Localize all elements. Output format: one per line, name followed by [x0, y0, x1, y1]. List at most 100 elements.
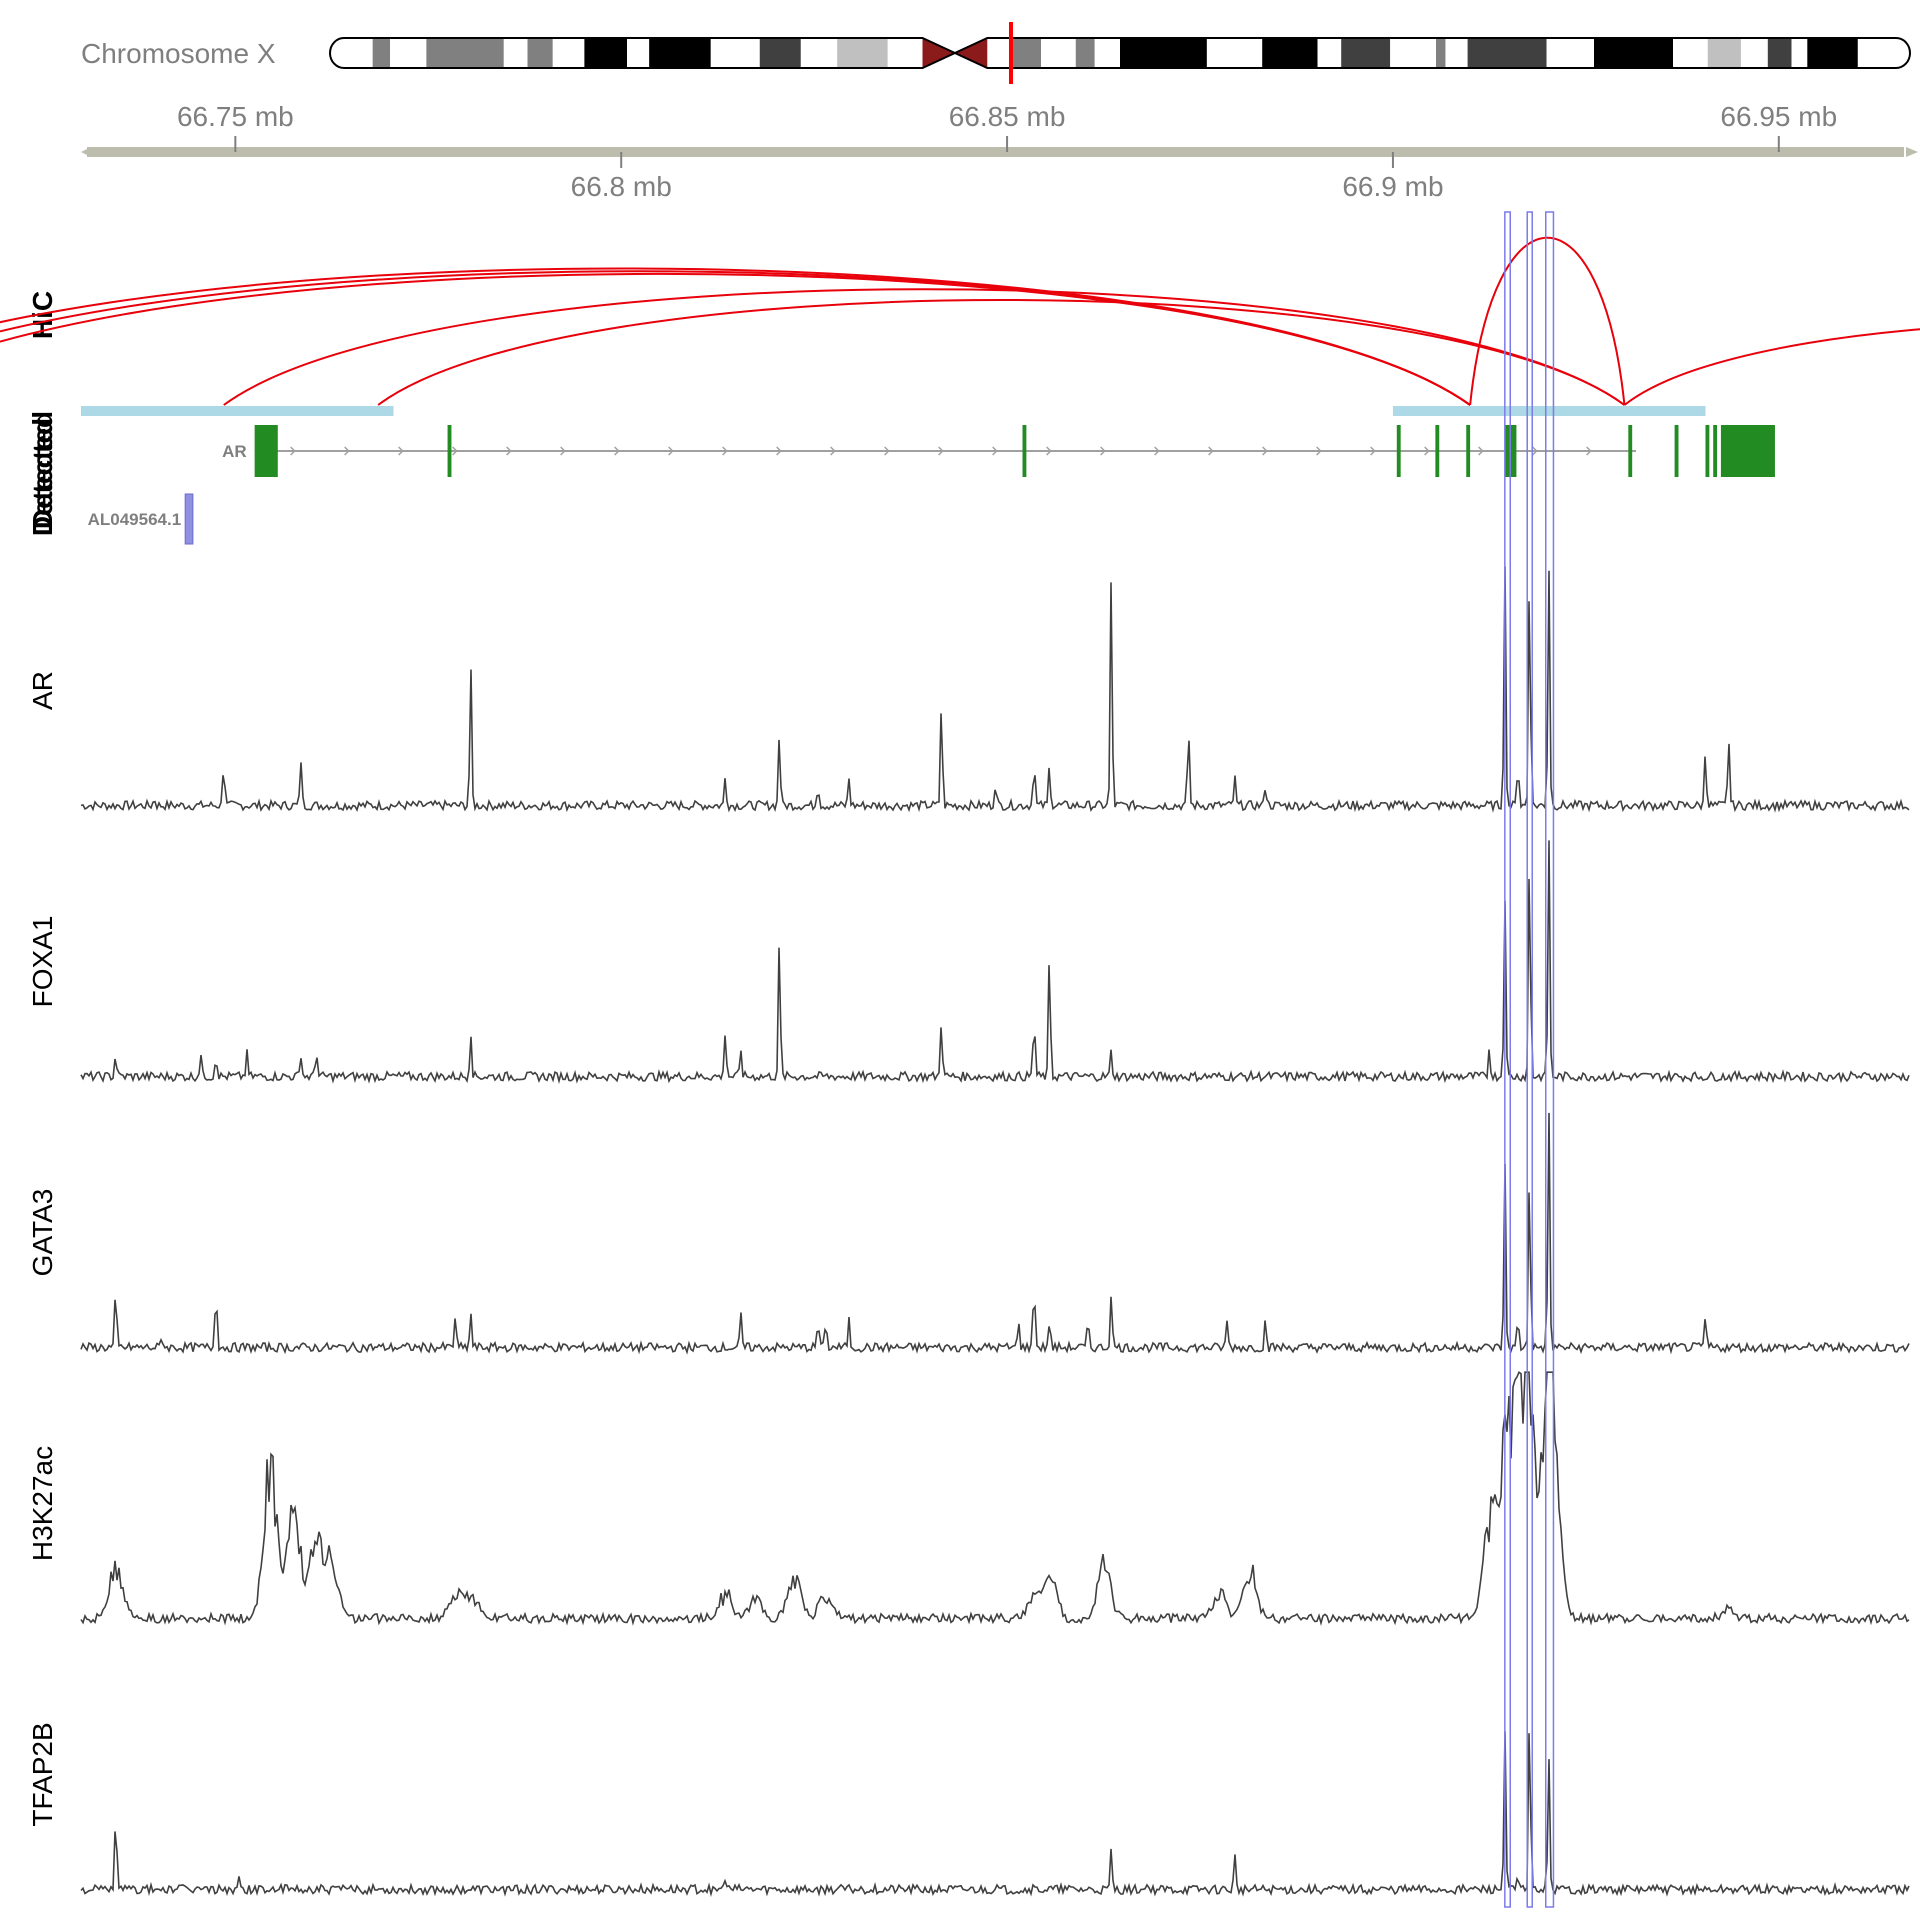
signal-line — [80, 566, 1910, 813]
hic-loop-arc — [1623, 328, 1920, 406]
ideogram-band — [1546, 38, 1594, 68]
gene-exon — [1705, 425, 1710, 477]
axis-tick-label: 66.85 mb — [949, 101, 1066, 132]
signal-track-label: FOXA1 — [27, 916, 58, 1008]
ideogram-band — [1673, 38, 1708, 68]
ideogram-band — [552, 38, 585, 68]
hic-loop-arc — [223, 288, 1626, 406]
ideogram-band — [837, 38, 888, 68]
ideogram-band — [503, 38, 528, 68]
hic-loop-arc — [0, 267, 1471, 406]
track-label-detected-b: Detected — [27, 418, 58, 536]
strand-arrow — [1478, 446, 1484, 456]
ideogram-band — [1010, 38, 1041, 68]
ideogram-position-marker — [1008, 22, 1013, 84]
chromosome-ideogram: Chromosome X — [81, 22, 1911, 84]
gene-exon — [1435, 425, 1440, 477]
gene-exon — [1466, 425, 1471, 477]
ideogram-band — [1807, 38, 1858, 68]
ideogram-band — [1707, 38, 1741, 68]
ideogram-band — [1317, 38, 1342, 68]
axis-bar — [87, 147, 1904, 157]
strand-arrow — [884, 446, 890, 456]
ideogram-band — [1120, 38, 1207, 68]
axis-arrow-left — [81, 147, 91, 157]
strand-arrow — [722, 446, 728, 456]
gene-track: AR AL049564.1 — [88, 425, 1775, 545]
hic-track — [0, 236, 1920, 406]
ideogram-band — [372, 38, 391, 68]
strand-arrow — [1316, 446, 1322, 456]
gene-exon — [447, 425, 452, 477]
gene-label-ar: AR — [222, 442, 247, 461]
strand-arrow — [938, 446, 944, 456]
ideogram-band — [1041, 38, 1076, 68]
ideogram-band — [1390, 38, 1436, 68]
axis-tick-label: 66.9 mb — [1342, 171, 1443, 202]
signal-line — [80, 1112, 1910, 1355]
detected-track — [81, 406, 1706, 416]
signal-track-label: AR — [27, 671, 58, 710]
ideogram-band — [1857, 38, 1910, 68]
ideogram-band — [649, 38, 711, 68]
strand-arrow — [290, 446, 296, 456]
strand-arrow — [560, 446, 566, 456]
ideogram-band — [1767, 38, 1792, 68]
gene-exon — [254, 425, 278, 477]
ideogram-band — [1445, 38, 1468, 68]
strand-arrow — [452, 446, 458, 456]
detected-region — [1392, 406, 1706, 416]
ideogram-band — [330, 38, 373, 68]
hic-loop-arc — [1469, 236, 1626, 406]
strand-arrow — [1046, 446, 1052, 456]
ideogram-band — [1594, 38, 1673, 68]
ideogram-bands — [329, 22, 1911, 84]
highlight-region-box — [1526, 211, 1533, 1908]
ideogram-band — [887, 38, 923, 68]
ideogram-band — [759, 38, 801, 68]
highlight-boxes — [1504, 211, 1555, 1908]
ideogram-band — [1341, 38, 1391, 68]
ideogram-band — [1094, 38, 1120, 68]
signal-track-label: H3K27ac — [27, 1446, 58, 1561]
ideogram-band — [527, 38, 553, 68]
signal-line — [80, 1370, 1910, 1626]
ideogram-label: Chromosome X — [81, 38, 276, 69]
ideogram-band — [1075, 38, 1095, 68]
gene-exon — [1720, 425, 1775, 477]
centromere-left — [922, 38, 955, 68]
strand-arrow — [776, 446, 782, 456]
ideogram-outline-q — [952, 37, 1911, 69]
genome-axis: 66.75 mb 66.8 mb 66.85 mb 66.9 mb 66.95 mb — [81, 101, 1918, 202]
ideogram-band — [627, 38, 650, 68]
strand-arrow — [1100, 446, 1106, 456]
ideogram-band — [800, 38, 838, 68]
axis-tick-label: 66.8 mb — [571, 171, 672, 202]
strand-arrow — [506, 446, 512, 456]
strand-arrow — [992, 446, 998, 456]
signal-line — [80, 840, 1910, 1085]
ideogram-band — [1436, 38, 1446, 68]
ideogram-band — [1262, 38, 1318, 68]
strand-arrow — [1154, 446, 1160, 456]
ideogram-band — [1791, 38, 1808, 68]
strand-arrow — [1586, 446, 1592, 456]
hic-loop-arc — [377, 299, 1626, 406]
highlight-region-box — [1504, 211, 1511, 1908]
track-label-detected-a: Detected — [27, 411, 58, 529]
centromere-right — [954, 38, 988, 68]
ideogram-band — [584, 38, 628, 68]
strand-arrow — [830, 446, 836, 456]
strand-arrow — [614, 446, 620, 456]
strand-arrow — [1208, 446, 1214, 456]
strand-arrow — [1262, 446, 1268, 456]
highlight-region-box — [1544, 211, 1555, 1908]
axis-arrow-right — [1906, 147, 1918, 157]
ideogram-band — [390, 38, 427, 68]
ideogram-band — [426, 38, 504, 68]
strand-arrow — [344, 446, 350, 456]
signal-track-label: TFAP2B — [27, 1722, 58, 1826]
strand-arrow — [1424, 446, 1430, 456]
ideogram-band — [1740, 38, 1768, 68]
signal-tracks: AR FOXA1 GATA3 H3K27ac TFAP2B — [27, 566, 1910, 1898]
